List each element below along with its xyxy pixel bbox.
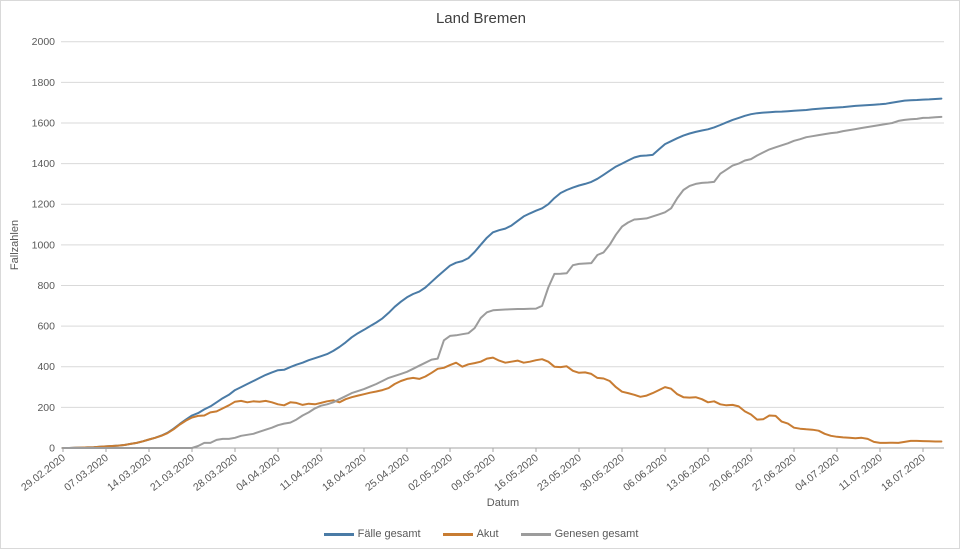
legend-item-genesen-gesamt: Genesen gesamt [520, 528, 639, 540]
x-tick-label: 02.05.2020 [406, 452, 455, 494]
x-tick-label: 04.04.2020 [234, 452, 283, 494]
y-tick-label: 1600 [32, 117, 56, 129]
series-line-1 [62, 356, 943, 449]
y-tick-label: 200 [37, 402, 55, 414]
x-tick-label: 07.03.2020 [62, 452, 111, 494]
x-axis-title: Datum [486, 497, 520, 509]
x-tick-label: 30.05.2020 [578, 452, 627, 494]
x-tick-label: 16.05.2020 [492, 452, 541, 494]
y-tick-label: 600 [37, 321, 55, 333]
y-tick-label: 1800 [32, 77, 56, 89]
y-tick-label: 800 [37, 280, 55, 292]
legend-label-genesen-gesamt: Genesen gesamt [554, 528, 639, 540]
x-tick-label: 18.07.2020 [879, 452, 928, 494]
x-tick-label: 06.06.2020 [621, 452, 670, 494]
y-tick-label: 400 [37, 361, 55, 373]
x-tick-label: 23.05.2020 [535, 452, 584, 494]
x-tick-label: 20.06.2020 [707, 452, 756, 494]
legend: Fälle gesamt Akut Genesen gesamt [1, 528, 959, 540]
x-tick-label: 29.02.2020 [19, 452, 68, 494]
x-tick-label: 13.06.2020 [664, 452, 713, 494]
y-tick-label: 1400 [32, 158, 56, 170]
y-tick-label: 0 [49, 443, 55, 455]
legend-label-faelle-gesamt: Fälle gesamt [357, 528, 421, 540]
x-tick-label: 25.04.2020 [363, 452, 412, 494]
y-tick-label: 1200 [32, 199, 56, 211]
x-tick-label: 28.03.2020 [191, 452, 240, 494]
x-tick-label: 18.04.2020 [320, 452, 369, 494]
x-tick-label: 27.06.2020 [750, 452, 799, 494]
legend-item-faelle-gesamt: Fälle gesamt [323, 528, 421, 540]
series-line-0 [62, 97, 943, 449]
x-tick-label: 14.03.2020 [105, 452, 154, 494]
x-tick-label: 09.05.2020 [449, 452, 498, 494]
x-tick-label: 04.07.2020 [793, 452, 842, 494]
chart-title: Land Bremen [435, 10, 527, 27]
legend-swatch-genesen-gesamt [520, 532, 551, 536]
legend-swatch-faelle-gesamt [323, 532, 354, 536]
series-line-2 [62, 115, 943, 449]
legend-swatch-akut [442, 532, 473, 536]
y-tick-label: 2000 [32, 36, 56, 48]
x-tick-label: 11.07.2020 [837, 452, 885, 493]
x-tick-label: 11.04.2020 [278, 452, 326, 493]
y-tick-label: 1000 [32, 239, 56, 251]
legend-item-akut: Akut [442, 528, 499, 540]
x-tick-label: 21.03.2020 [148, 452, 197, 494]
legend-label-akut: Akut [476, 528, 499, 540]
